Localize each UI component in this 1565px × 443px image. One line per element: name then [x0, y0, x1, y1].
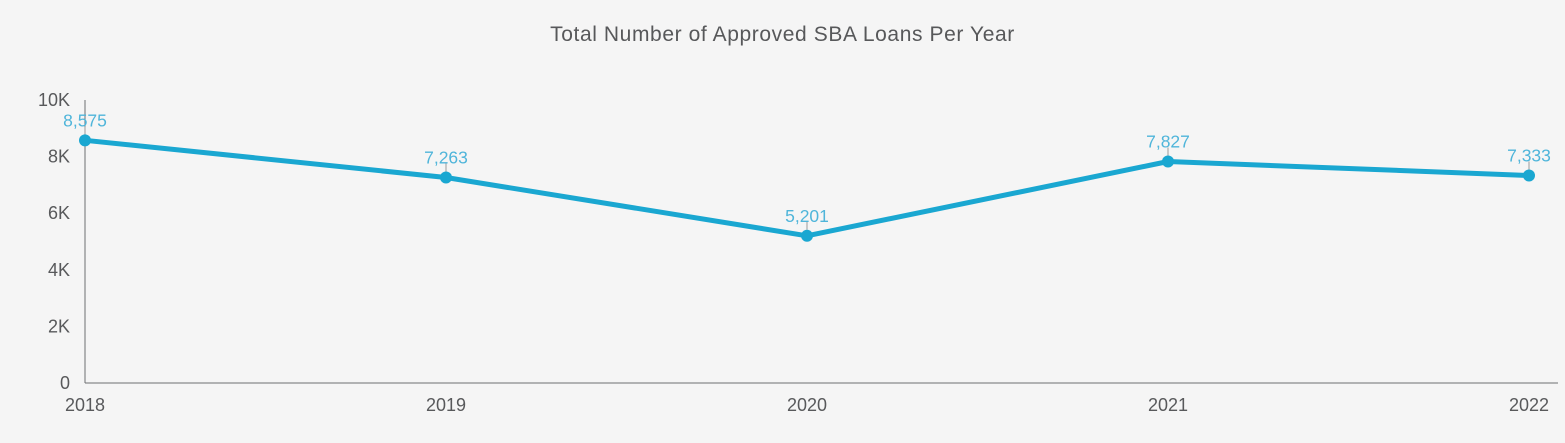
data-point-label: 7,827: [1146, 131, 1190, 151]
x-tick-label: 2021: [1148, 395, 1188, 415]
x-tick-label: 2018: [65, 395, 105, 415]
data-point-label: 8,575: [63, 110, 107, 130]
y-tick-label: 0: [60, 373, 70, 393]
data-point: [440, 171, 452, 184]
data-point-label: 5,201: [785, 206, 829, 226]
x-tick-label: 2019: [426, 395, 466, 415]
data-point: [79, 134, 91, 147]
x-tick-label: 2020: [787, 395, 827, 415]
data-point: [1162, 155, 1174, 168]
data-point: [801, 229, 813, 242]
y-tick-label: 8K: [48, 147, 70, 167]
data-point-label: 7,263: [424, 147, 468, 167]
data-point: [1523, 169, 1535, 182]
y-tick-label: 6K: [48, 203, 70, 223]
x-tick-label: 2022: [1509, 395, 1549, 415]
chart-title: Total Number of Approved SBA Loans Per Y…: [550, 23, 1015, 46]
y-tick-label: 2K: [48, 316, 70, 336]
y-tick-label: 10K: [38, 90, 70, 110]
y-tick-label: 4K: [48, 260, 70, 280]
data-point-label: 7,333: [1507, 145, 1551, 165]
